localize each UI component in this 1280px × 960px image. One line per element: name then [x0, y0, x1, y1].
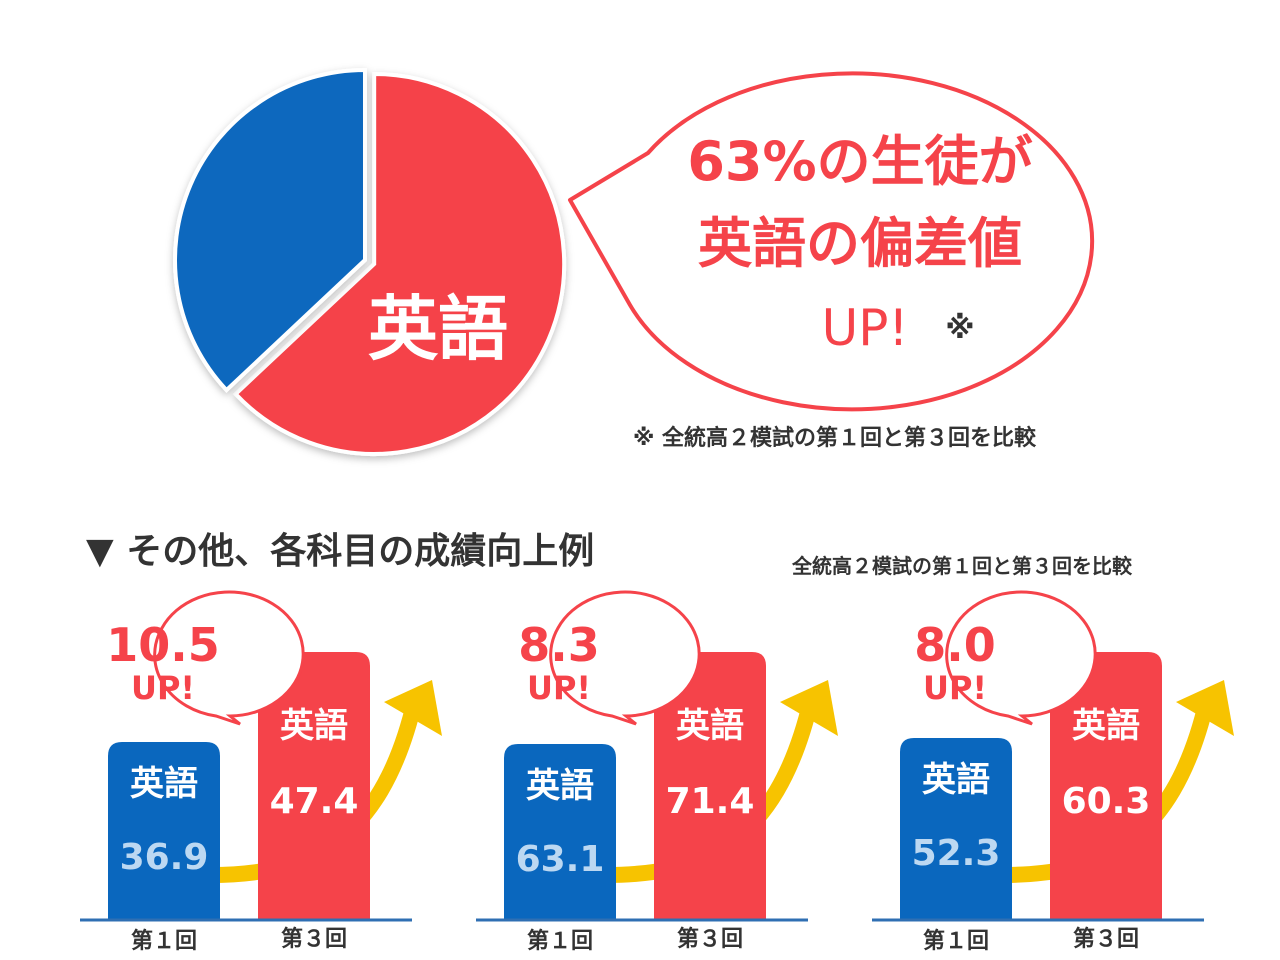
bar-first [504, 744, 616, 920]
increase-suffix: UP! [526, 669, 592, 707]
x-label-first: 第１回 [130, 929, 197, 954]
pie-slice-2 [173, 67, 367, 393]
headline-line3: UP! [821, 299, 909, 357]
x-label-first: 第１回 [922, 929, 989, 954]
up-bubble [945, 590, 1097, 726]
bar-chart-1: 10.5 UP! 英語 36.9 英語 47.4 第１回 第３回 [80, 590, 480, 960]
bar-first-value: 36.9 [119, 837, 209, 878]
pie-chart: 英語 [173, 67, 1095, 456]
up-bubble [153, 590, 305, 726]
up-bubble [549, 590, 701, 726]
bar-first-value: 63.1 [515, 839, 605, 880]
bar-third-label: 英語 [676, 706, 744, 746]
growth-arrow-head [1176, 680, 1234, 736]
growth-arrow-head [780, 680, 838, 736]
bar-chart-svg [476, 590, 838, 922]
bar-chart-2: 8.3 UP! 英語 63.1 英語 71.4 第１回 第３回 [476, 590, 876, 960]
x-label-third: 第３回 [1072, 927, 1139, 952]
bar-third-value: 60.3 [1061, 781, 1151, 822]
increase-value: 10.5 [106, 618, 220, 672]
bar-first [900, 738, 1012, 920]
bar-first-value: 52.3 [911, 833, 1001, 874]
headline-mark: ※ [945, 311, 975, 346]
increase-suffix: UP! [130, 669, 196, 707]
x-label-third: 第３回 [280, 927, 347, 952]
x-label-third: 第３回 [676, 927, 743, 952]
bar-third-value: 47.4 [269, 781, 359, 822]
headline-line1: 63%の生徒が [687, 130, 1033, 193]
bar-chart-3: 8.0 UP! 英語 52.3 英語 60.3 第１回 第３回 [872, 590, 1272, 960]
bar-third-label: 英語 [1072, 706, 1140, 746]
x-label-first: 第１回 [526, 929, 593, 954]
bar-third [1050, 652, 1162, 920]
section-title: ▼ その他、各科目の成績向上例 [86, 531, 595, 572]
increase-value: 8.0 [914, 618, 996, 672]
increase-suffix: UP! [922, 669, 988, 707]
increase-value: 8.3 [518, 618, 600, 672]
pie-slice-label: 英語 [368, 288, 508, 370]
bar-first-label: 英語 [526, 766, 594, 806]
bar-third [654, 652, 766, 920]
bar-third [258, 652, 370, 920]
headline-line2: 英語の偏差値 [698, 212, 1022, 275]
bar-third-label: 英語 [280, 706, 348, 746]
bar-first-label: 英語 [130, 764, 198, 804]
bar-chart-svg [80, 590, 442, 922]
footnote: ※ 全統高２模試の第１回と第３回を比較 [633, 426, 1037, 451]
pie-slice-1 [232, 71, 567, 456]
bar-first-label: 英語 [922, 760, 990, 800]
bar-first [108, 742, 220, 920]
bar-third-value: 71.4 [665, 781, 755, 822]
growth-arrow-head [384, 680, 442, 736]
speech-bubble [568, 71, 1095, 412]
section-note: 全統高２模試の第１回と第３回を比較 [792, 554, 1132, 578]
bar-chart-svg [872, 590, 1234, 922]
